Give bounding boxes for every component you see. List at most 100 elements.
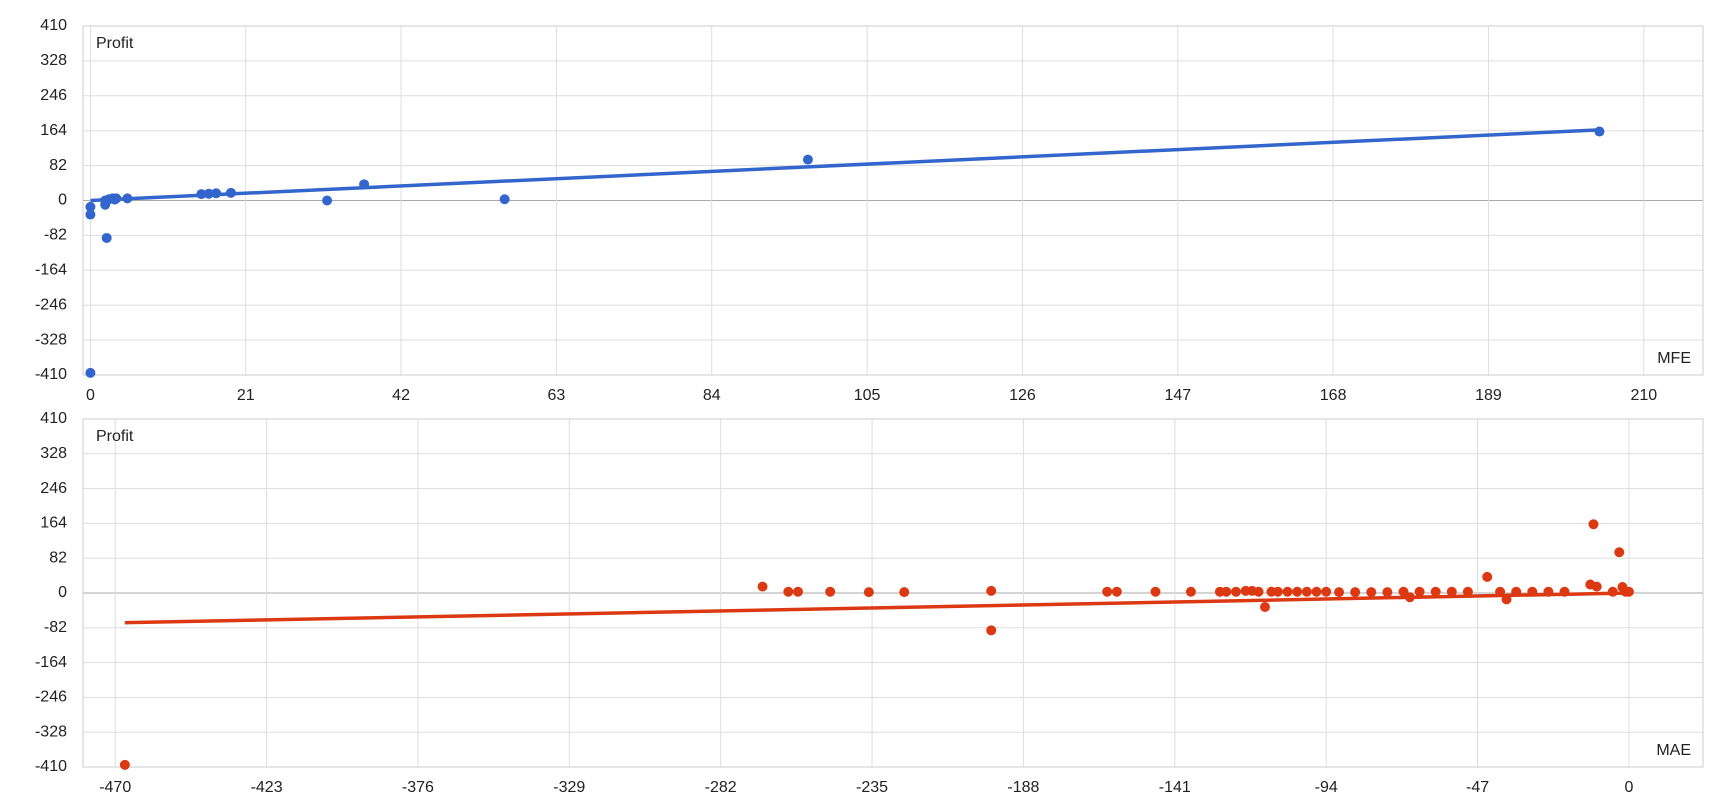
x-tick-label: 105	[854, 387, 881, 404]
point	[322, 195, 333, 206]
point	[499, 194, 510, 205]
x-tick-label: 210	[1630, 387, 1657, 404]
point	[783, 586, 794, 597]
point	[85, 209, 96, 220]
point	[1292, 586, 1303, 597]
point	[1511, 586, 1522, 597]
point	[1301, 586, 1312, 597]
point	[1482, 571, 1493, 582]
point	[825, 586, 836, 597]
y-tick-label: 410	[40, 410, 67, 427]
y-axis-label: Profit	[96, 428, 134, 445]
y-tick-label: 82	[49, 157, 67, 174]
y-tick-label: 328	[40, 52, 67, 69]
y-tick-label: -82	[44, 227, 67, 244]
x-tick-label: -282	[705, 779, 737, 796]
y-axis-label: Profit	[96, 35, 134, 52]
point	[1231, 586, 1242, 597]
point	[85, 201, 96, 212]
point	[1253, 586, 1264, 597]
point	[792, 586, 803, 597]
x-tick-label: 42	[392, 387, 410, 404]
x-axis-label: MAE	[1656, 742, 1691, 759]
point	[1102, 586, 1113, 597]
point	[1282, 586, 1293, 597]
x-tick-label: -470	[99, 779, 131, 796]
x-tick-label: 0	[1624, 779, 1633, 796]
point	[757, 581, 768, 592]
x-tick-label: -329	[553, 779, 585, 796]
x-axis-label: MFE	[1657, 350, 1691, 367]
point	[359, 179, 370, 190]
x-tick-label: 21	[237, 387, 255, 404]
x-tick-label: 84	[703, 387, 721, 404]
y-tick-label: -82	[44, 619, 67, 636]
point	[1414, 586, 1425, 597]
point	[899, 587, 910, 598]
point	[1334, 587, 1345, 598]
x-tick-label: -94	[1315, 779, 1338, 796]
point	[1623, 586, 1634, 597]
x-tick-label: -376	[402, 779, 434, 796]
point	[1350, 587, 1361, 598]
y-tick-label: 0	[58, 192, 67, 209]
y-tick-label: 164	[40, 122, 67, 139]
plot-frame	[82, 418, 1704, 768]
x-tick-label: 189	[1475, 387, 1502, 404]
y-tick-label: -164	[35, 654, 67, 671]
trend-line	[124, 591, 1629, 625]
point	[1501, 594, 1512, 605]
point	[1111, 586, 1122, 597]
point	[863, 587, 874, 598]
x-tick-label: -141	[1159, 779, 1191, 796]
y-tick-label: 246	[40, 87, 67, 104]
point	[1221, 586, 1232, 597]
x-tick-label: 126	[1009, 387, 1036, 404]
y-tick-label: -246	[35, 689, 67, 706]
point	[1311, 586, 1322, 597]
point	[196, 189, 207, 200]
point	[1446, 586, 1457, 597]
point	[986, 585, 997, 596]
x-tick-label: -188	[1007, 779, 1039, 796]
point	[1259, 602, 1270, 613]
point	[1559, 586, 1570, 597]
point	[1272, 586, 1283, 597]
y-tick-label: -246	[35, 296, 67, 313]
plot-frame	[82, 25, 1704, 376]
point	[1607, 586, 1618, 597]
point	[225, 187, 236, 198]
x-tick-label: 168	[1320, 387, 1347, 404]
point	[211, 188, 222, 199]
x-tick-label: 147	[1164, 387, 1191, 404]
point	[802, 154, 813, 165]
y-tick-label: 0	[58, 584, 67, 601]
x-tick-label: -235	[856, 779, 888, 796]
point	[85, 367, 96, 378]
point	[1430, 586, 1441, 597]
point	[1527, 586, 1538, 597]
y-tick-label: -328	[35, 331, 67, 348]
point	[1591, 581, 1602, 592]
point	[1594, 126, 1605, 137]
x-tick-label: -423	[251, 779, 283, 796]
point	[1462, 586, 1473, 597]
point	[1150, 586, 1161, 597]
y-tick-label: 328	[40, 445, 67, 462]
y-tick-label: 246	[40, 480, 67, 497]
trend-line	[90, 128, 1600, 203]
point	[119, 759, 130, 770]
point	[1588, 519, 1599, 530]
point	[111, 193, 122, 204]
y-tick-label: -410	[35, 366, 67, 383]
x-tick-label: 0	[86, 387, 95, 404]
point	[101, 232, 112, 243]
point	[1543, 586, 1554, 597]
x-tick-label: -47	[1466, 779, 1489, 796]
point	[1495, 586, 1506, 597]
y-tick-label: 82	[49, 549, 67, 566]
point	[1185, 586, 1196, 597]
point	[122, 193, 133, 204]
